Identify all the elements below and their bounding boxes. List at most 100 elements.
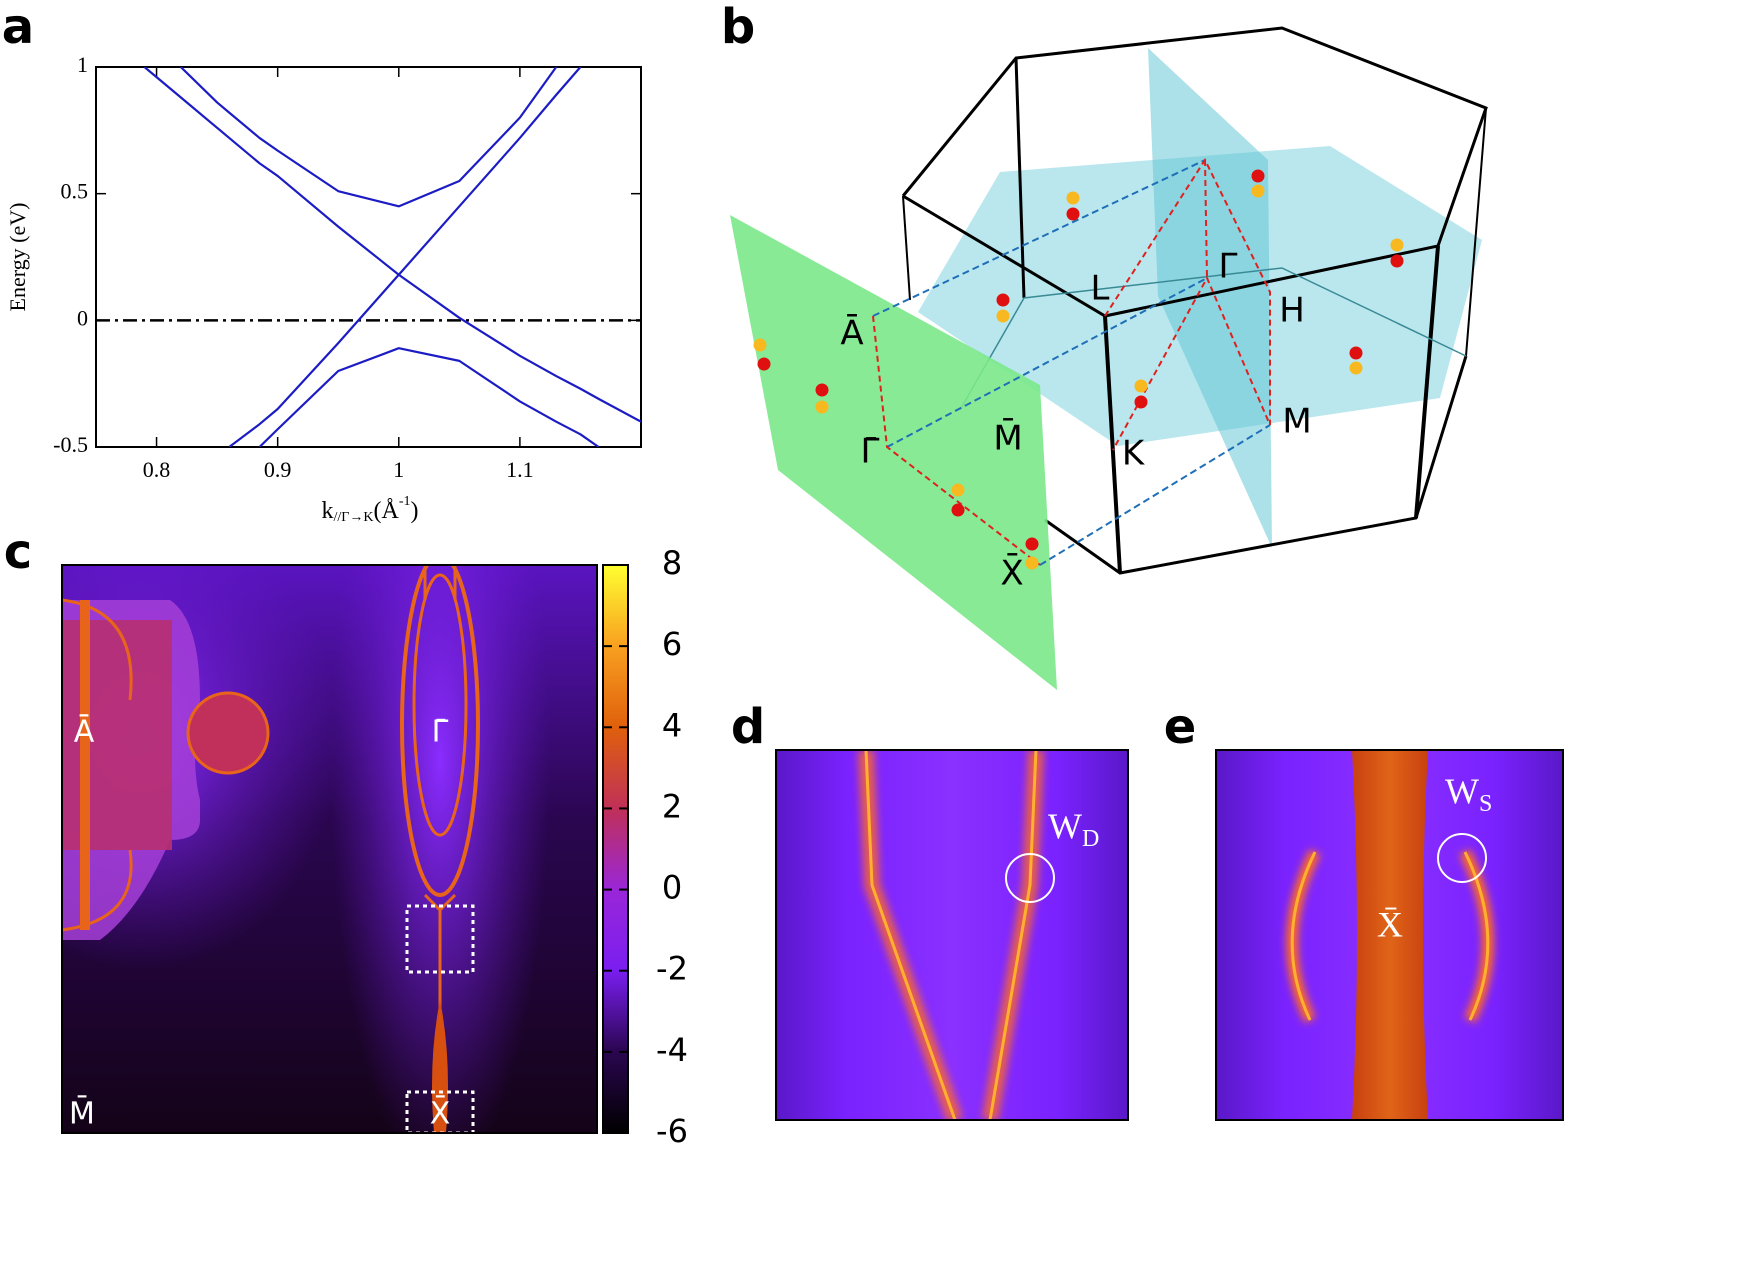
- point-label: Γ̄: [432, 715, 449, 750]
- y-axis-label: Energy (eV): [5, 203, 30, 312]
- point-label: M̄: [69, 1095, 95, 1131]
- zoom-box: [405, 904, 475, 974]
- point-label: L: [1091, 269, 1110, 309]
- colorbar-tick-label: 6: [662, 625, 682, 663]
- weyl-point: [815, 400, 829, 414]
- plot-area: [143, 67, 641, 447]
- projection-line: [872, 159, 1206, 317]
- weyl-point: [757, 357, 771, 371]
- x-axis-label-part: (Å: [373, 498, 399, 524]
- edge: [1465, 107, 1487, 357]
- weyl-point: [996, 309, 1010, 323]
- edge: [902, 195, 911, 301]
- x-tick-label: 1: [393, 457, 404, 482]
- point-label: Γ: [1219, 247, 1238, 287]
- weyl-label-main: W: [1048, 806, 1082, 846]
- weyl-label-sub: D: [1082, 826, 1099, 852]
- point-label: X̄: [430, 1095, 451, 1131]
- pocket: [186, 691, 270, 775]
- point-label: M: [1282, 402, 1311, 442]
- arc-line: [62, 598, 133, 932]
- edge: [1414, 245, 1440, 519]
- y-tick-label: 0: [77, 305, 88, 330]
- x-tick-label: 0.8: [143, 457, 171, 482]
- point-label: X̄: [1377, 904, 1403, 944]
- point-label: M̄: [993, 417, 1022, 458]
- y-tick-label: 0.5: [61, 179, 89, 204]
- fermi-arc: [400, 565, 480, 897]
- inset-d: [776, 750, 1128, 1120]
- colorbar-tick-label: 2: [662, 787, 682, 825]
- glow: [330, 565, 550, 1133]
- weyl-point: [1025, 556, 1039, 570]
- x-tick-label: 1.1: [506, 457, 534, 482]
- surface-band: [1352, 750, 1428, 1120]
- weyl-point: [1349, 361, 1363, 375]
- point-label: X̄: [1000, 552, 1023, 593]
- weyl-point: [1066, 191, 1080, 205]
- weyl-point: [1134, 395, 1148, 409]
- plot-frame: [95, 66, 642, 448]
- weyl-point: [1390, 254, 1404, 268]
- weyl-label: WS: [1445, 771, 1492, 816]
- colorbar-tick-label: 0: [662, 869, 682, 907]
- heatmap-frame: [61, 564, 598, 1134]
- weyl-point: [815, 383, 829, 397]
- arc-line: [80, 600, 90, 930]
- weyl-point: [1251, 169, 1265, 183]
- band-line: [143, 67, 641, 423]
- point-label: K: [1122, 434, 1146, 474]
- high-symmetry-paths: [872, 157, 1271, 566]
- x-axis-label-part: ): [410, 498, 418, 524]
- weyl-point: [951, 483, 965, 497]
- panel-label: a: [2, 0, 34, 55]
- band-line: [258, 347, 600, 447]
- fermi-arc: [423, 565, 457, 1133]
- y-tick-label: -0.5: [53, 432, 88, 457]
- fermi-arc: [1290, 851, 1490, 1021]
- colorbar: [602, 564, 629, 1134]
- point-label: Ā: [74, 714, 95, 750]
- weyl-label-sub: S: [1479, 791, 1492, 817]
- weyl-label-main: W: [1445, 771, 1479, 811]
- x-tick-label: 0.9: [264, 457, 292, 482]
- weyl-point: [1349, 346, 1363, 360]
- weyl-point: [1025, 537, 1039, 551]
- edge: [1103, 315, 1122, 574]
- band-line: [228, 67, 582, 447]
- weyl-label: WD: [1048, 806, 1099, 851]
- zoom-box: [405, 1090, 475, 1133]
- edge: [1044, 355, 1468, 575]
- weyl-point: [1251, 184, 1265, 198]
- colorbar-tick-label: -4: [656, 1031, 688, 1069]
- weyl-point: [996, 293, 1010, 307]
- projection-line: [1039, 424, 1271, 566]
- hidden-edge: [959, 267, 1467, 411]
- brillouin-zone: [730, 26, 1488, 690]
- panel-label: b: [721, 0, 755, 55]
- colorbar-tick-label: -6: [656, 1112, 688, 1150]
- panel-label: c: [4, 524, 32, 580]
- inset-e: [1216, 750, 1563, 1120]
- inset-bg: [776, 750, 1128, 1120]
- x-axis-label-part: k: [322, 498, 334, 524]
- colorbar-tick-label: 4: [662, 706, 682, 744]
- weyl-circle: [1437, 833, 1487, 883]
- weyl-point: [753, 338, 767, 352]
- heatmap: [62, 565, 597, 1133]
- point-label: Γ̄: [861, 432, 880, 472]
- weyl-point: [1390, 238, 1404, 252]
- projection-lines: [872, 159, 1271, 566]
- band-line: [180, 67, 558, 208]
- band: [864, 750, 1038, 1120]
- fermi-arc: [412, 573, 468, 837]
- weyl-points: [753, 169, 1404, 570]
- panel-label: d: [731, 699, 765, 755]
- cyan-vertical-plane: [1148, 48, 1272, 548]
- weyl-circle: [1005, 853, 1055, 903]
- projection-line: [886, 277, 1208, 448]
- inset-frame: [1215, 749, 1564, 1121]
- weyl-point: [951, 503, 965, 517]
